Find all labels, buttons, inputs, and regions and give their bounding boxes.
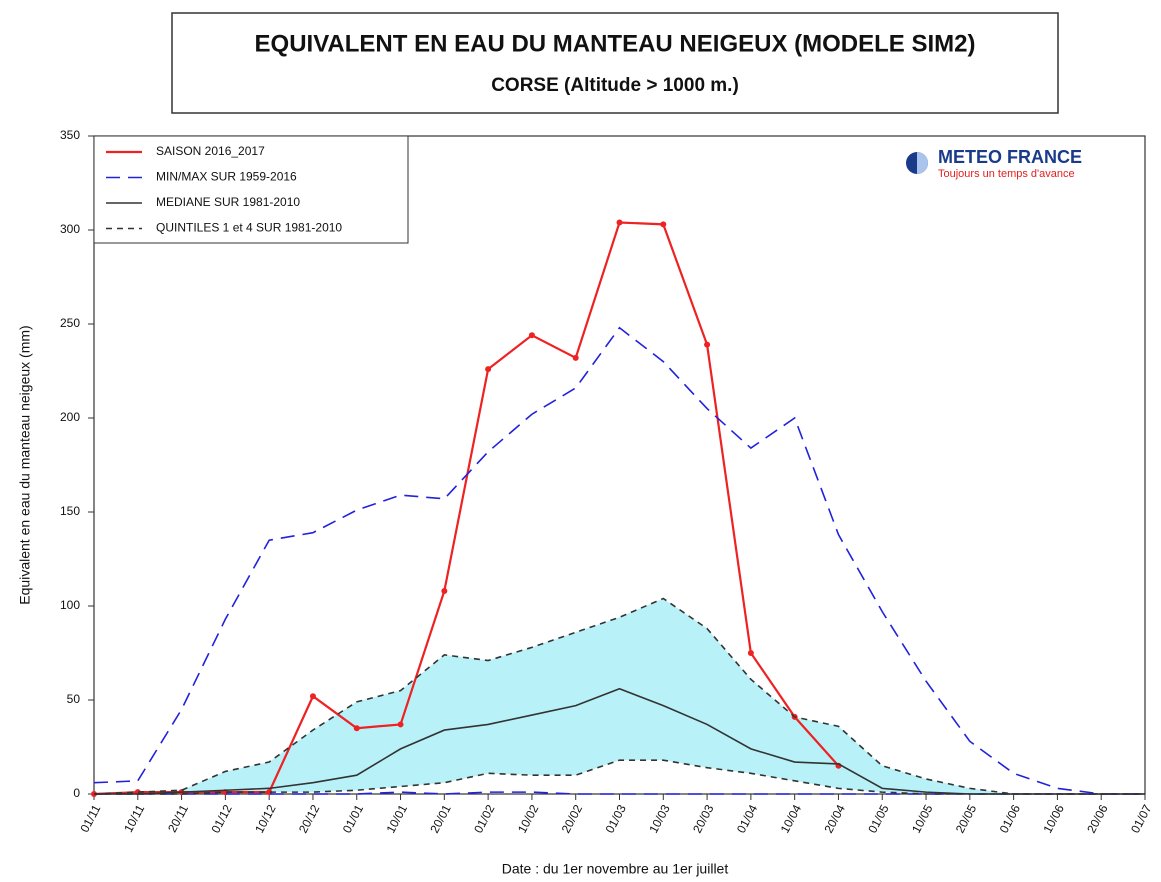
y-tick-label: 300 bbox=[60, 222, 80, 236]
x-tick-label: 20/04 bbox=[821, 802, 848, 835]
x-axis-label: Date : du 1er novembre au 1er juillet bbox=[502, 861, 729, 877]
legend-label: SAISON 2016_2017 bbox=[156, 144, 265, 158]
x-tick-label: 20/12 bbox=[296, 802, 323, 835]
legend-box bbox=[93, 135, 409, 244]
x-tick-label: 20/06 bbox=[1084, 802, 1111, 835]
x-tick-label: 10/12 bbox=[252, 802, 279, 835]
x-tick-label: 20/02 bbox=[559, 802, 586, 835]
band-area bbox=[94, 598, 1145, 794]
point bbox=[572, 354, 579, 361]
x-tick-label: 01/12 bbox=[208, 802, 235, 835]
x-tick-label: 10/06 bbox=[1040, 802, 1067, 835]
x-tick-label: 01/02 bbox=[471, 802, 498, 835]
x-tick-label: 01/04 bbox=[734, 802, 761, 835]
x-tick-label: 10/01 bbox=[384, 802, 411, 835]
title-box bbox=[171, 12, 1059, 114]
y-tick-label: 200 bbox=[60, 410, 80, 424]
point bbox=[309, 693, 316, 700]
x-tick-label: 20/11 bbox=[165, 802, 191, 835]
logo-icon-half bbox=[917, 152, 928, 174]
chart-title: EQUIVALENT EN EAU DU MANTEAU NEIGEUX (MO… bbox=[255, 30, 976, 57]
x-tick-label: 10/05 bbox=[909, 802, 936, 835]
y-tick-label: 350 bbox=[60, 128, 80, 142]
x-tick-label: 01/06 bbox=[997, 802, 1024, 835]
point bbox=[528, 332, 535, 339]
series-line bbox=[94, 759, 1145, 795]
y-tick-label: 250 bbox=[60, 316, 80, 330]
point bbox=[660, 221, 667, 228]
y-tick-label: 150 bbox=[60, 504, 80, 518]
point bbox=[353, 725, 360, 732]
y-axis-label: Equivalent en eau du manteau neigeux (mm… bbox=[17, 325, 33, 604]
point bbox=[397, 721, 404, 728]
point bbox=[485, 366, 492, 373]
legend-label: MEDIANE SUR 1981-2010 bbox=[156, 195, 300, 209]
x-tick-label: 01/07 bbox=[1128, 802, 1155, 835]
series-line bbox=[93, 326, 1145, 795]
x-tick-label: 20/01 bbox=[427, 802, 454, 835]
x-tick-label: 01/05 bbox=[865, 802, 892, 835]
x-tick-label: 20/05 bbox=[953, 802, 980, 835]
point bbox=[616, 219, 623, 226]
x-tick-label: 01/11 bbox=[77, 802, 103, 835]
logo-tagline: Toujours un temps d'avance bbox=[938, 168, 1075, 180]
y-tick-label: 0 bbox=[73, 786, 80, 800]
plot: 0 50 100 150 200 250 300 350 01/11 10/11 20/11 01/1… bbox=[60, 128, 1155, 835]
point bbox=[747, 650, 754, 656]
logo-name: METEO FRANCE bbox=[938, 147, 1082, 167]
y-tick-label: 100 bbox=[60, 598, 80, 612]
point bbox=[441, 587, 448, 594]
x-tick-label: 20/03 bbox=[690, 802, 717, 835]
y-tick-label: 50 bbox=[67, 692, 81, 706]
legend-label: QUINTILES 1 et 4 SUR 1981-2010 bbox=[156, 221, 342, 235]
x-tick-label: 10/04 bbox=[778, 802, 805, 835]
series-line bbox=[93, 597, 1145, 795]
legend-label: MIN/MAX SUR 1959-2016 bbox=[156, 170, 297, 184]
x-tick-label: 01/03 bbox=[602, 802, 629, 835]
x-tick-label: 10/11 bbox=[121, 802, 147, 835]
chart-subtitle: CORSE (Altitude > 1000 m.) bbox=[491, 75, 739, 96]
x-tick-label: 10/03 bbox=[646, 802, 673, 835]
x-tick-label: 10/02 bbox=[515, 802, 542, 835]
point bbox=[704, 341, 711, 348]
x-tick-label: 01/01 bbox=[340, 802, 367, 835]
